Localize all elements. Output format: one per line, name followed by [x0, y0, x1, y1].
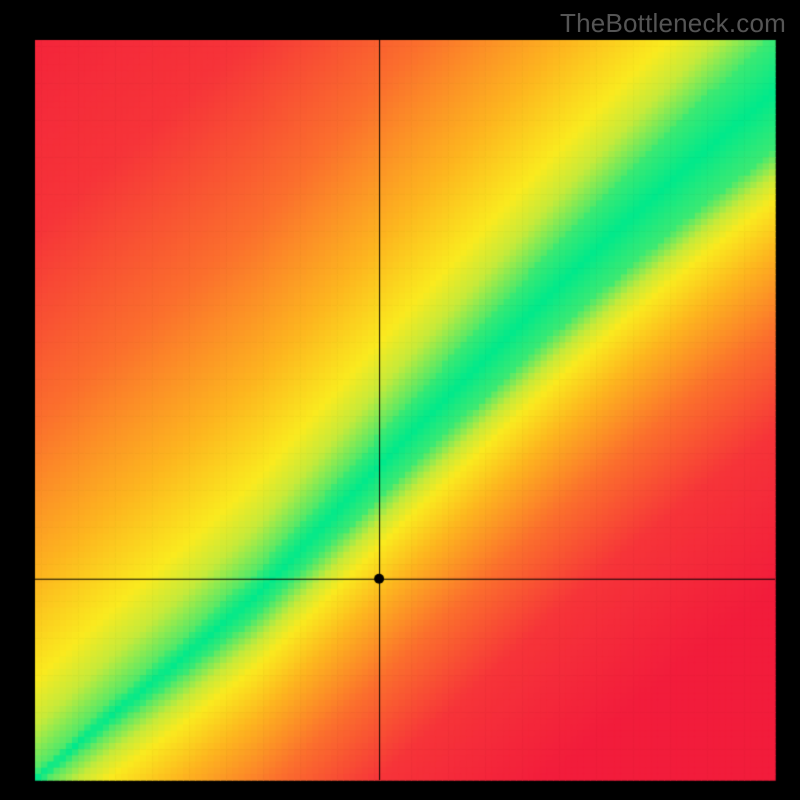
bottleneck-heatmap [0, 0, 800, 800]
watermark-text: TheBottleneck.com [560, 8, 786, 39]
